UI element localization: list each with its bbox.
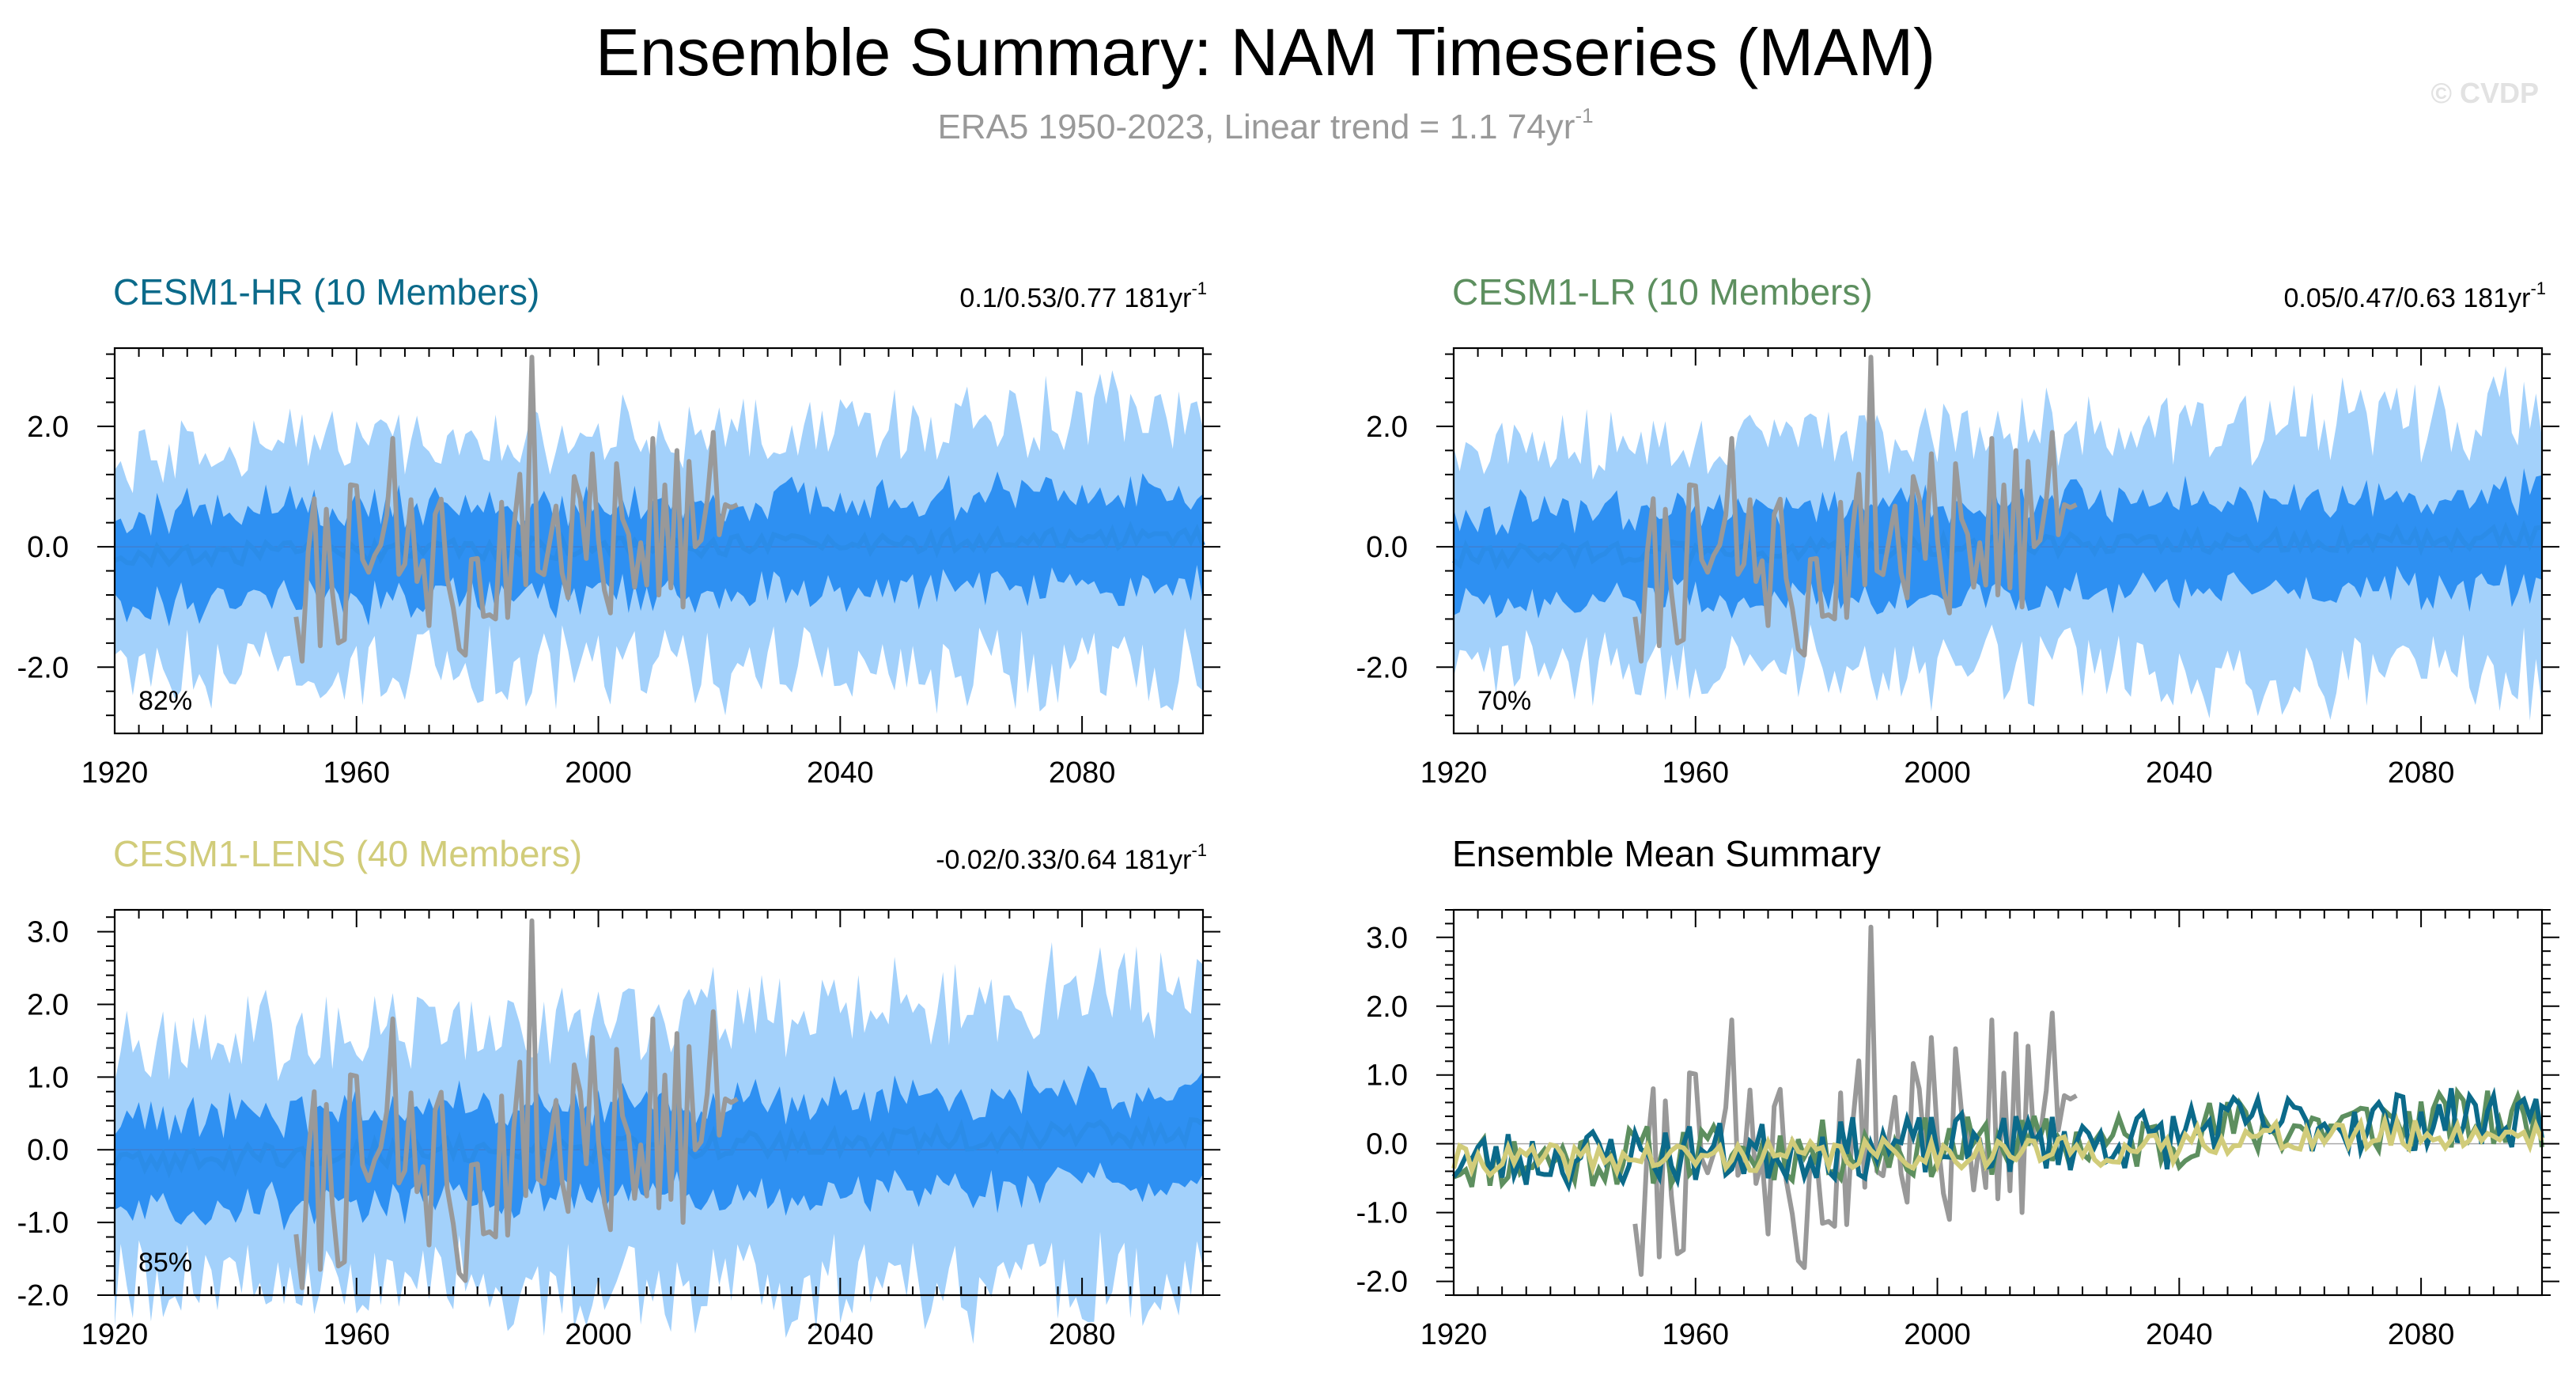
y-tick-label: 2.0: [27, 988, 69, 1021]
y-tick-label: 2.0: [27, 411, 69, 444]
panel-stats: 0.05/0.47/0.63 181yr-1: [2284, 278, 2546, 313]
panel-cesm1-hr: CESM1-HR (10 Members) 0.1/0.53/0.77 181yr…: [17, 271, 1220, 790]
figure-subtitle: ERA5 1950-2023, Linear trend = 1.1 74yr-…: [937, 104, 1593, 146]
x-tick-label: 1920: [1420, 756, 1488, 790]
x-tick-label: 2000: [565, 1318, 632, 1351]
y-tick-label: 2.0: [1366, 991, 1408, 1024]
era5-line: [1632, 924, 2078, 1277]
y-tick-label: -2.0: [17, 1279, 69, 1313]
plot-frame: [113, 908, 1205, 1297]
x-tick-label: 2080: [2388, 1318, 2455, 1351]
y-tick-label: 0.0: [1366, 1128, 1408, 1161]
x-tick-label: 2080: [1049, 1318, 1116, 1351]
x-tick-label: 2000: [1904, 1318, 1971, 1351]
subtitle-exponent: -1: [1575, 104, 1593, 127]
y-tick-label: 3.0: [1366, 922, 1408, 955]
y-tick-label: 0.0: [1366, 531, 1408, 564]
y-tick-label: -2.0: [1356, 651, 1408, 684]
x-tick-label: 1960: [1662, 756, 1730, 790]
panel-stats-exponent: -1: [1191, 278, 1207, 298]
y-tick-label: 3.0: [27, 916, 69, 949]
panel-stats-value: 0.05/0.47/0.63 181yr: [2284, 283, 2531, 313]
panel-title: CESM1-LENS (40 Members): [113, 833, 582, 874]
figure-title: Ensemble Summary: NAM Timeseries (MAM): [596, 15, 1935, 89]
x-tick-label: 2000: [565, 756, 632, 790]
x-tick-label: 2040: [2146, 1318, 2213, 1351]
x-tick-label: 2040: [807, 756, 874, 790]
panel-stats-exponent: -1: [2530, 278, 2546, 298]
y-tick-label: -2.0: [1356, 1266, 1408, 1299]
panel-title: Ensemble Mean Summary: [1452, 833, 1881, 874]
x-tick-label: 2040: [2146, 756, 2213, 790]
plot-frame: [113, 347, 1205, 735]
era5-line: [293, 354, 739, 664]
y-tick-label: -1.0: [1356, 1197, 1408, 1230]
era5-line: [293, 918, 739, 1290]
percent-label: 85%: [138, 1248, 192, 1278]
panel-cesm1-lens: CESM1-LENS (40 Members) -0.02/0.33/0.64 1…: [17, 833, 1220, 1351]
panel-stats-value: 0.1/0.53/0.77 181yr: [959, 283, 1191, 313]
era5-line: [1632, 354, 2078, 664]
y-tick-label: 1.0: [1366, 1059, 1408, 1093]
plot-frame: [1452, 347, 2544, 735]
x-tick-label: 1920: [1420, 1318, 1488, 1351]
x-tick-label: 2080: [1049, 756, 1116, 790]
panel-stats-exponent: -1: [1191, 840, 1207, 860]
cvdp-watermark: © CVDP: [2430, 77, 2539, 109]
subtitle-main: ERA5 1950-2023, Linear trend = 1.1 74yr: [937, 108, 1575, 146]
panel-cesm1-lr: CESM1-LR (10 Members) 0.05/0.47/0.63 181y…: [1356, 271, 2559, 790]
y-tick-label: -2.0: [17, 651, 69, 684]
panel-title: CESM1-LR (10 Members): [1452, 271, 1873, 313]
x-tick-label: 1960: [323, 1318, 391, 1351]
panel-ensemble-mean-summary: Ensemble Mean Summary 1920 1960 2000 2040 208…: [1356, 833, 2559, 1351]
y-tick-label: 0.0: [27, 1134, 69, 1167]
panel-stats: -0.02/0.33/0.64 181yr-1: [936, 840, 1207, 875]
panel-stats: 0.1/0.53/0.77 181yr-1: [959, 278, 1207, 313]
x-tick-label: 1920: [81, 1318, 149, 1351]
panel-title: CESM1-HR (10 Members): [113, 271, 539, 313]
x-tick-label: 2080: [2388, 756, 2455, 790]
x-tick-label: 2040: [807, 1318, 874, 1351]
percent-label: 82%: [138, 686, 192, 716]
x-tick-label: 1960: [1662, 1318, 1730, 1351]
percent-label: 70%: [1477, 686, 1531, 716]
x-tick-label: 1960: [323, 756, 391, 790]
x-tick-label: 2000: [1904, 756, 1971, 790]
y-tick-label: 2.0: [1366, 411, 1408, 444]
y-tick-label: -1.0: [17, 1207, 69, 1240]
y-tick-label: 0.0: [27, 531, 69, 564]
y-tick-label: 1.0: [27, 1061, 69, 1094]
panel-stats-value: -0.02/0.33/0.64 181yr: [936, 845, 1191, 875]
cesm1-lens-mean-line: [1451, 1112, 2544, 1184]
x-tick-label: 1920: [81, 756, 149, 790]
